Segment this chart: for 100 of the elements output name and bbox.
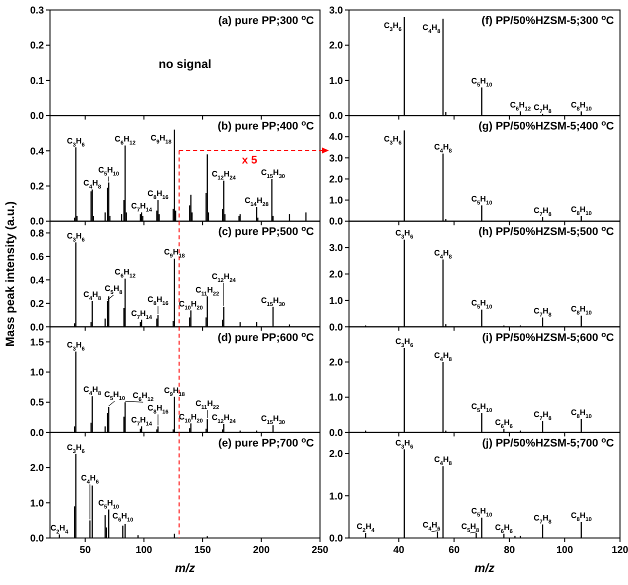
annotation: C$_{3}$H$_{6}$ <box>66 136 85 148</box>
chart-title: (b) pure PP;400 $^{o}$C <box>218 118 314 133</box>
annotation: C$_{7}$H$_{8}$ <box>534 306 552 319</box>
annotation: C$_{5}$H$_{10}$ <box>471 76 492 88</box>
annotation: C$_{3}$H$_{6}$ <box>395 336 414 349</box>
annotation: C$_{6}$H$_{6}$ <box>494 522 513 535</box>
annotation: C$_{3}$H$_{6}$ <box>66 340 85 353</box>
y-tick-label: 2.0 <box>329 174 344 186</box>
y-tick-label: 0.2 <box>30 298 44 310</box>
chart-title: (j) PP/50%HZSM-5;700 $^{o}$C <box>482 434 614 450</box>
x-tick-label: 40 <box>393 545 405 556</box>
y-tick-label: 0.0 <box>30 322 44 334</box>
annotation: C$_{2}$H$_{4}$ <box>356 522 376 534</box>
annotation: C$_{4}$H$_{8}$ <box>434 351 452 363</box>
x-tick-label: 80 <box>504 545 516 556</box>
annotation: C$_{6}$H$_{12}$ <box>114 134 136 147</box>
ref-line-label: x 5 <box>242 154 258 166</box>
y-tick-label: 0.0 <box>329 534 344 544</box>
annotation: C$_{6}$H$_{12}$ <box>114 268 136 280</box>
annotation: C$_{4}$H$_{8}$ <box>434 455 452 468</box>
annotation: C$_{12}$H$_{24}$ <box>212 170 237 182</box>
annotation: C$_{11}$H$_{22}$ <box>195 285 220 298</box>
x-tick-label: 100 <box>556 545 574 556</box>
annotation: C$_{8}$H$_{16}$ <box>148 403 168 416</box>
annotation: C$_{9}$H$_{18}$ <box>164 248 185 260</box>
y-tick-label: 1.0 <box>30 498 44 510</box>
annotation: C$_{5}$H$_{8}$ <box>104 284 122 296</box>
annotation: C$_{10}$H$_{20}$ <box>178 299 203 312</box>
annotation: C$_{5}$H$_{10}$ <box>98 498 120 510</box>
annotation: C$_{10}$H$_{20}$ <box>178 412 203 424</box>
annotation: C$_{4}$H$_{8}$ <box>434 142 452 155</box>
chart-title: (h) PP/50%HZSM-5;500 $^{o}$C <box>478 224 614 238</box>
y-axis-title: Mass peak intensity (a.u.) <box>3 201 17 347</box>
annotation: C$_{12}$H$_{24}$ <box>212 412 237 425</box>
annotation: C$_{3}$H$_{6}$ <box>384 134 402 146</box>
annotation: C$_{5}$H$_{10}$ <box>104 390 126 402</box>
y-tick-label: 0.0 <box>329 111 344 122</box>
y-tick-label: 0.0 <box>30 428 44 439</box>
x-tick-label: 50 <box>80 545 92 556</box>
x-tick-label: 100 <box>136 545 153 556</box>
y-tick-label: 1.0 <box>329 296 344 307</box>
annotation: C$_{7}$H$_{14}$ <box>131 201 153 214</box>
chart-title: (e) pure PP;700 $^{o}$C <box>218 434 314 450</box>
annotation: no signal <box>158 56 212 71</box>
annotation: C$_{5}$H$_{10}$ <box>471 402 492 414</box>
annotation: C$_{5}$H$_{10}$ <box>471 506 492 519</box>
y-tick-label: 4.0 <box>329 132 344 144</box>
y-tick-label: 0.6 <box>30 252 44 263</box>
annotation: C$_{11}$H$_{22}$ <box>195 399 220 412</box>
y-tick-label: 2.0 <box>329 40 344 52</box>
y-tick-label: 0.0 <box>329 216 344 228</box>
annotation: C$_{8}$H$_{10}$ <box>570 510 592 523</box>
chart-title: (c) pure PP;500 $^{o}$C <box>218 224 314 238</box>
y-tick-label: 0.4 <box>30 275 44 286</box>
annotation: C$_{8}$H$_{10}$ <box>570 204 592 217</box>
y-tick-label: 0.4 <box>30 146 44 158</box>
annotation: C$_{5}$H$_{8}$ <box>461 522 480 534</box>
annotation: C$_{3}$H$_{6}$ <box>66 442 85 455</box>
x-axis-title: m/z <box>174 561 196 575</box>
annotation: C$_{9}$H$_{18}$ <box>164 386 185 398</box>
annotation: C$_{7}$H$_{8}$ <box>534 410 552 422</box>
y-tick-label: 0.0 <box>30 111 44 122</box>
y-tick-label: 0.0 <box>30 534 44 544</box>
y-tick-label: 0.2 <box>30 182 44 192</box>
annotation: C$_{7}$H$_{8}$ <box>534 102 552 115</box>
annotation: C$_{12}$H$_{24}$ <box>212 272 237 284</box>
annotation: C$_{8}$H$_{10}$ <box>570 304 592 317</box>
annotation: C$_{7}$H$_{14}$ <box>131 308 153 321</box>
y-tick-label: 1.0 <box>329 196 344 207</box>
annotation: C$_{15}$H$_{30}$ <box>261 414 286 426</box>
annotation: C$_{4}$H$_{8}$ <box>422 22 440 35</box>
y-tick-label: 1.0 <box>329 76 344 87</box>
annotation: C$_{7}$H$_{8}$ <box>534 206 552 218</box>
y-tick-label: 3.0 <box>329 243 344 254</box>
annotation: C$_{14}$H$_{28}$ <box>244 196 269 208</box>
y-tick-label: 0.2 <box>30 40 44 52</box>
annotation: C$_{8}$H$_{10}$ <box>570 408 592 420</box>
y-tick-label: 0.0 <box>329 322 344 334</box>
annotation: C$_{4}$H$_{6}$ <box>422 520 440 533</box>
x-tick-label: 60 <box>448 545 460 556</box>
annotation: C$_{3}$H$_{6}$ <box>395 228 414 241</box>
y-tick-label: 1.0 <box>329 491 344 502</box>
annotation: C$_{15}$H$_{30}$ <box>261 296 286 308</box>
chart-title: (f) PP/50%HZSM-5;300 $^{o}$C <box>482 12 614 27</box>
y-tick-label: 2.0 <box>329 358 344 368</box>
annotation: C$_{6}$H$_{12}$ <box>510 100 531 112</box>
annotation: C$_{8}$H$_{16}$ <box>148 295 168 308</box>
y-tick-label: 0.1 <box>30 76 44 87</box>
y-tick-label: 0.8 <box>30 228 44 240</box>
y-tick-label: 0.0 <box>329 428 344 439</box>
annotation: C$_{5}$H$_{10}$ <box>471 194 492 206</box>
annotation: C$_{8}$H$_{10}$ <box>570 100 592 112</box>
y-tick-label: 2.0 <box>30 463 44 474</box>
chart-title: (a) pure PP;300 $^{o}$C <box>218 12 314 27</box>
annotation: C$_{4}$H$_{8}$ <box>83 385 102 398</box>
y-tick-label: 3.0 <box>329 153 344 164</box>
annotation: C$_{6}$H$_{12}$ <box>132 391 154 404</box>
annotation: C$_{3}$H$_{6}$ <box>66 231 85 244</box>
annotation: C$_{9}$H$_{18}$ <box>150 134 172 146</box>
annotation: C$_{6}$H$_{6}$ <box>494 418 513 430</box>
